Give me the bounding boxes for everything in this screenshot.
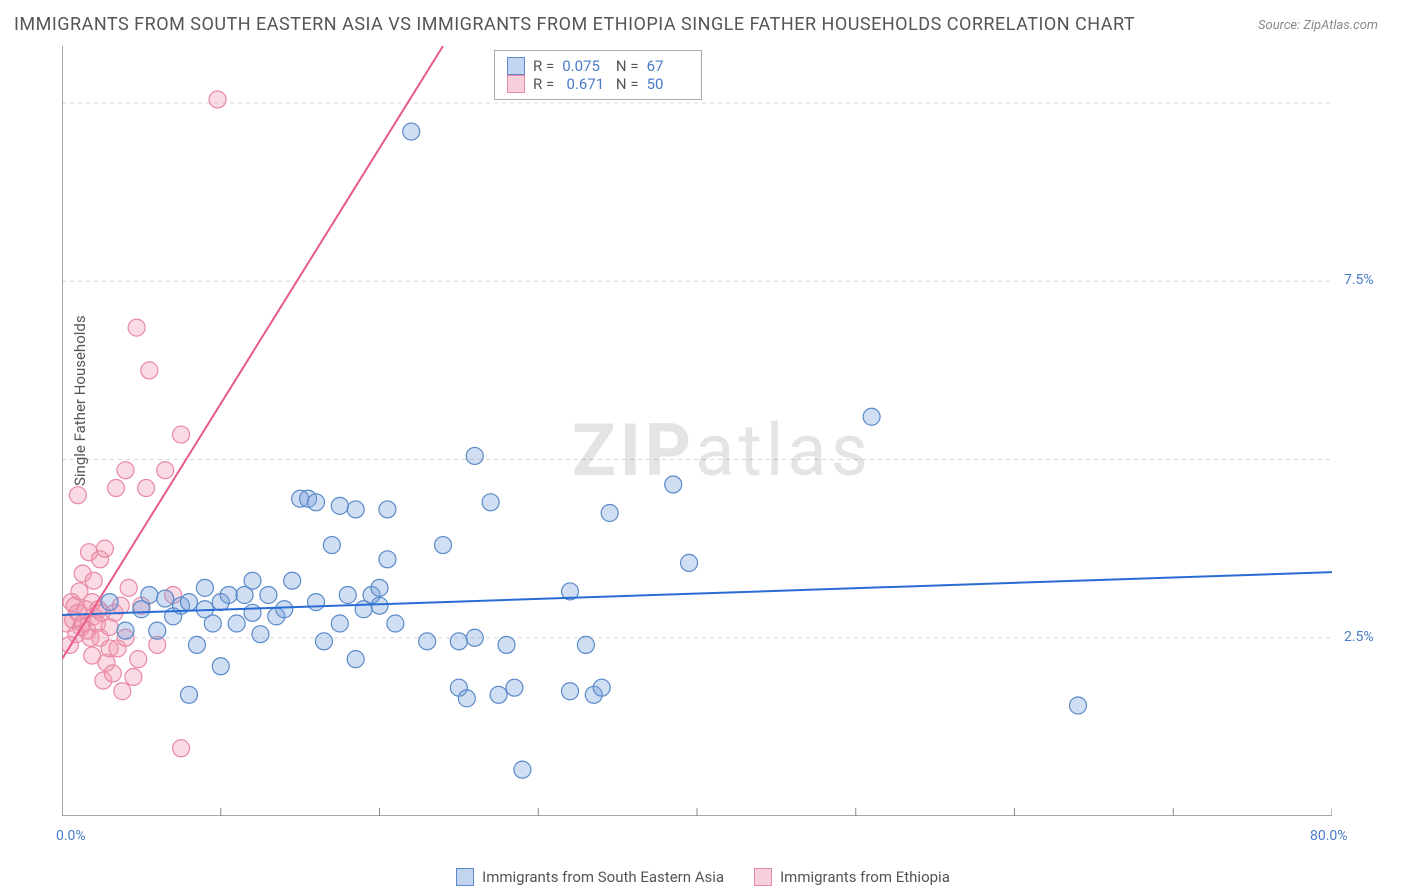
source-label: Source: ZipAtlas.com	[1258, 18, 1378, 33]
scatter-plot-svg	[62, 46, 1332, 816]
stats-row-sea: R =0.075 N =67	[507, 57, 689, 75]
legend-item-sea: Immigrants from South Eastern Asia	[456, 868, 724, 886]
legend-label-eth: Immigrants from Ethiopia	[780, 868, 950, 886]
stats-row-eth: R =0.671 N =50	[507, 75, 689, 93]
swatch-eth-icon	[754, 868, 772, 886]
legend-item-eth: Immigrants from Ethiopia	[754, 868, 950, 886]
legend-label-sea: Immigrants from South Eastern Asia	[482, 868, 724, 886]
swatch-eth-icon	[507, 75, 525, 93]
y-axis-label: Single Father Households	[71, 315, 89, 486]
chart-title: IMMIGRANTS FROM SOUTH EASTERN ASIA VS IM…	[14, 14, 1135, 35]
stats-legend-box: R =0.075 N =67 R =0.671 N =50	[494, 50, 702, 100]
swatch-sea-icon	[456, 868, 474, 886]
chart-area: ZIPatlas Single Father Households 2.5%7.…	[62, 46, 1372, 848]
bottom-legend: Immigrants from South Eastern Asia Immig…	[0, 868, 1406, 886]
swatch-sea-icon	[507, 57, 525, 75]
